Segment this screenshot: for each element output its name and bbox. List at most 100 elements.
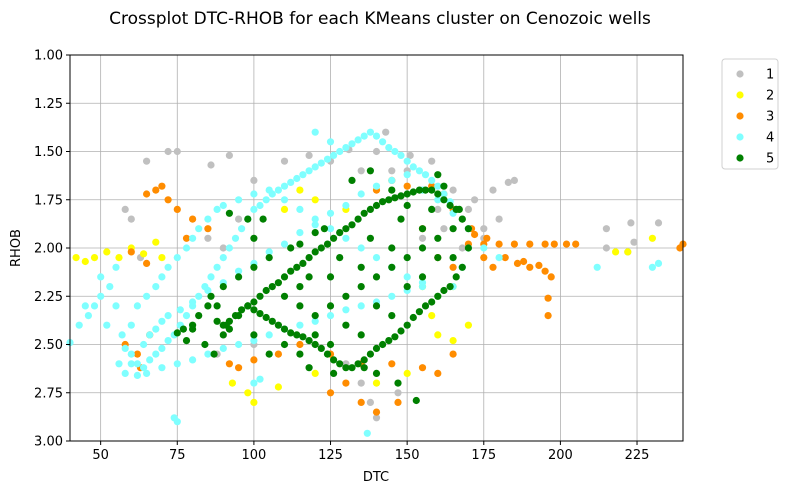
scatter-point	[602, 225, 611, 233]
scatter-point	[434, 205, 442, 213]
scatter-point	[406, 151, 414, 159]
scatter-point	[627, 219, 635, 227]
scatter-point	[182, 234, 191, 242]
scatter-point	[357, 263, 365, 271]
scatter-point	[231, 312, 240, 320]
scatter-point	[526, 240, 534, 248]
scatter-point	[336, 229, 344, 237]
scatter-point	[648, 263, 657, 271]
scatter-point	[164, 196, 172, 204]
scatter-point	[495, 254, 503, 262]
scatter-point	[195, 292, 203, 300]
scatter-point	[403, 254, 411, 262]
scatter-point	[360, 209, 368, 217]
scatter-point	[440, 190, 448, 198]
scatter-point	[547, 273, 555, 281]
scatter-point	[176, 306, 184, 314]
scatter-point	[311, 128, 319, 136]
scatter-point	[195, 312, 203, 320]
scatter-point	[434, 234, 442, 242]
scatter-point	[182, 244, 191, 252]
scatter-point	[311, 215, 319, 223]
scatter-point	[434, 171, 442, 179]
scatter-point	[219, 344, 227, 352]
scatter-point	[311, 163, 319, 171]
scatter-point	[394, 398, 402, 406]
scatter-point	[421, 302, 430, 310]
y-tick-label: 2.25	[34, 290, 63, 305]
scatter-point	[75, 321, 83, 329]
scatter-point	[189, 325, 197, 333]
scatter-point	[510, 176, 518, 184]
scatter-point	[471, 230, 479, 239]
scatter-point	[250, 306, 258, 314]
scatter-point	[326, 389, 335, 397]
scatter-point	[280, 340, 289, 349]
legend-marker	[736, 70, 744, 78]
scatter-point	[397, 327, 405, 335]
scatter-point	[379, 340, 387, 349]
x-tick-label: 125	[318, 448, 343, 463]
scatter-point	[311, 317, 319, 325]
chart-title: Crossplot DTC-RHOB for each KMeans clust…	[109, 9, 651, 29]
scatter-point	[541, 240, 549, 248]
scatter-points	[66, 128, 687, 437]
scatter-point	[440, 286, 448, 295]
scatter-point	[388, 312, 396, 320]
scatter-point	[342, 144, 350, 152]
scatter-point	[115, 360, 123, 368]
scatter-point	[342, 379, 350, 387]
scatter-point	[179, 325, 187, 333]
scatter-point	[403, 273, 411, 281]
scatter-point	[323, 350, 332, 358]
scatter-point	[342, 234, 350, 242]
scatter-point	[152, 350, 160, 358]
scatter-point	[336, 254, 344, 262]
scatter-point	[299, 171, 307, 179]
scatter-point	[164, 337, 172, 345]
scatter-point	[480, 254, 488, 262]
scatter-point	[326, 340, 335, 349]
scatter-point	[296, 340, 304, 349]
scatter-point	[458, 215, 466, 223]
scatter-point	[394, 379, 402, 387]
scatter-point	[219, 331, 227, 339]
scatter-point	[268, 317, 276, 325]
scatter-point	[222, 321, 230, 329]
scatter-point	[357, 244, 365, 252]
scatter-point	[449, 186, 457, 194]
legend-marker	[736, 112, 744, 120]
legend-marker	[736, 91, 744, 99]
scatter-point	[409, 163, 417, 171]
scatter-point	[354, 136, 362, 144]
scatter-point	[520, 257, 528, 266]
scatter-point	[173, 418, 181, 426]
scatter-point	[495, 215, 503, 223]
scatter-point	[366, 205, 374, 213]
scatter-point	[323, 155, 332, 163]
scatter-point	[403, 369, 411, 377]
scatter-point	[418, 225, 427, 233]
scatter-point	[326, 209, 335, 217]
scatter-point	[296, 350, 304, 358]
scatter-point	[342, 292, 350, 300]
scatter-point	[127, 350, 135, 358]
scatter-point	[143, 259, 151, 267]
scatter-point	[293, 331, 301, 339]
y-tick-label: 1.25	[34, 97, 63, 112]
scatter-point	[262, 313, 270, 322]
scatter-point	[143, 190, 151, 198]
scatter-point	[219, 283, 227, 291]
scatter-point	[418, 244, 427, 252]
scatter-point	[434, 196, 442, 204]
scatter-point	[256, 292, 264, 300]
scatter-point	[366, 128, 374, 136]
scatter-point	[330, 151, 338, 159]
scatter-point	[189, 356, 197, 364]
scatter-point	[127, 248, 135, 256]
scatter-point	[483, 234, 491, 242]
scatter-point	[207, 273, 215, 281]
scatter-point	[428, 298, 436, 306]
scatter-point	[280, 240, 289, 248]
